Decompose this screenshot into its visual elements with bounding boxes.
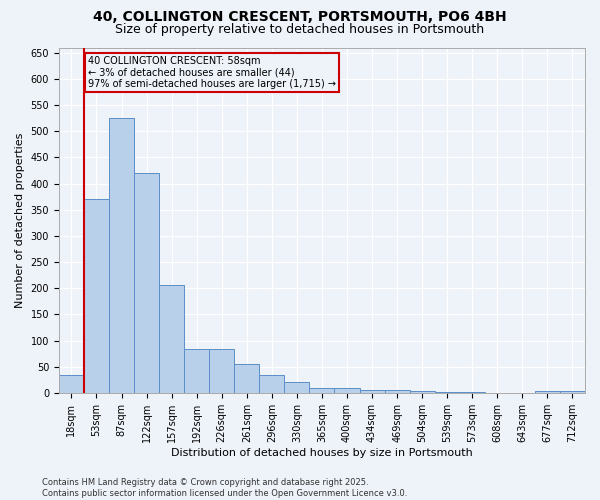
Bar: [134, 173, 159, 393]
Bar: [84, 199, 109, 393]
Text: Size of property relative to detached houses in Portsmouth: Size of property relative to detached ho…: [115, 22, 485, 36]
Bar: [334, 388, 359, 393]
Bar: [184, 349, 209, 393]
Bar: [284, 382, 310, 393]
Bar: [209, 349, 234, 393]
Text: 40, COLLINGTON CRESCENT, PORTSMOUTH, PO6 4BH: 40, COLLINGTON CRESCENT, PORTSMOUTH, PO6…: [93, 10, 507, 24]
Bar: [310, 388, 334, 393]
Bar: [109, 118, 134, 393]
Bar: [560, 392, 585, 393]
Bar: [460, 392, 485, 393]
Bar: [259, 374, 284, 393]
Y-axis label: Number of detached properties: Number of detached properties: [15, 132, 25, 308]
Bar: [159, 284, 184, 393]
Text: Contains HM Land Registry data © Crown copyright and database right 2025.
Contai: Contains HM Land Registry data © Crown c…: [42, 478, 407, 498]
Bar: [385, 390, 410, 393]
Bar: [234, 364, 259, 393]
Text: 40 COLLINGTON CRESCENT: 58sqm
← 3% of detached houses are smaller (44)
97% of se: 40 COLLINGTON CRESCENT: 58sqm ← 3% of de…: [88, 56, 336, 90]
Bar: [535, 392, 560, 393]
Bar: [359, 390, 385, 393]
Bar: [410, 392, 434, 393]
Bar: [59, 374, 84, 393]
X-axis label: Distribution of detached houses by size in Portsmouth: Distribution of detached houses by size …: [171, 448, 473, 458]
Bar: [434, 392, 460, 393]
